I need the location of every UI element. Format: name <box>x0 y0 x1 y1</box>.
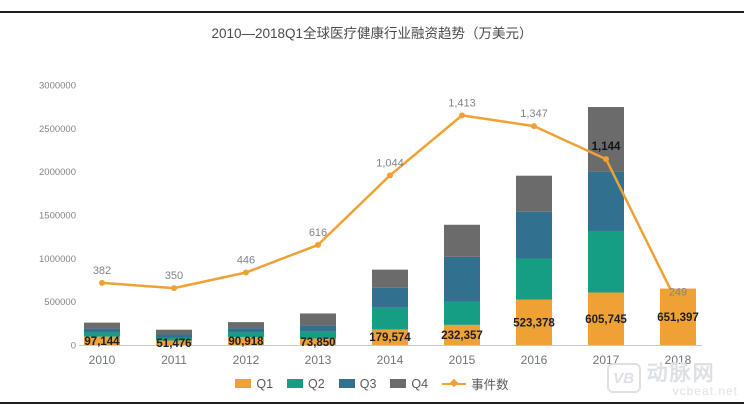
legend-item-events[interactable]: 事件数 <box>442 374 509 393</box>
legend-item-q4[interactable]: Q4 <box>390 377 428 391</box>
bar-segment-q3-2010 <box>84 328 120 333</box>
bar-segment-q1-2018 <box>660 288 696 345</box>
bar-segment-q2-2014 <box>372 307 408 330</box>
events-line-point <box>243 269 249 276</box>
bar-segment-q3-2015 <box>444 256 480 302</box>
events-line-label: 382 <box>93 265 111 277</box>
legend-item-q1[interactable]: Q1 <box>235 377 273 391</box>
y-axis-tick: 1500000 <box>39 211 76 222</box>
top-border-line <box>0 11 744 13</box>
bar-data-label: 651,397 <box>657 312 699 324</box>
legend-label-q3: Q3 <box>359 376 377 391</box>
q4-swatch-icon <box>390 379 407 388</box>
bar-segment-q1-2014 <box>372 329 408 345</box>
y-axis-tick: 0 <box>71 341 76 352</box>
bar-segment-q3-2014 <box>372 287 408 308</box>
x-axis-label: 2010 <box>89 353 116 367</box>
legend-item-q2[interactable]: Q2 <box>287 377 325 391</box>
y-axis-tick: 2000000 <box>39 167 76 178</box>
bar-data-label: 523,378 <box>513 317 555 329</box>
bar-segment-q4-2016 <box>516 175 552 212</box>
y-axis-tick: 500000 <box>44 297 76 308</box>
bar-segment-q3-2013 <box>300 325 336 332</box>
bar-segment-q3-2012 <box>228 328 264 333</box>
x-axis-label: 2013 <box>305 353 332 367</box>
bar-segment-q2-2017 <box>588 230 624 293</box>
x-axis-label: 2012 <box>233 353 260 367</box>
bar-segment-q4-2011 <box>156 329 192 335</box>
watermark-brand: 动脉网 <box>646 362 716 385</box>
bar-segment-q1-2012 <box>228 337 264 345</box>
bar-segment-q3-2017 <box>588 171 624 231</box>
bar-segment-q4-2013 <box>300 313 336 326</box>
events-line-label: 446 <box>237 255 255 267</box>
x-axis-label: 2014 <box>377 353 404 367</box>
events-line-point <box>459 112 465 119</box>
bar-data-label: 90,918 <box>228 336 264 348</box>
bar-segment-q1-2015 <box>444 324 480 345</box>
legend-label-q1: Q1 <box>256 376 274 391</box>
legend-label-q4: Q4 <box>411 376 429 391</box>
x-axis-label: 2015 <box>449 353 476 367</box>
watermark-logo: VB <box>606 363 641 393</box>
events-line-label: 616 <box>309 227 327 239</box>
bar-segment-q1-2013 <box>300 338 336 345</box>
events-line-label: 249 <box>669 287 687 299</box>
y-axis-tick: 2500000 <box>39 124 76 135</box>
x-axis-label: 2016 <box>521 353 548 367</box>
watermark: VB 动脉网 vcbeat.net <box>606 362 738 398</box>
legend-label-q2: Q2 <box>308 376 325 391</box>
events-line-point <box>387 172 393 179</box>
events-line-point <box>531 123 537 130</box>
bar-segment-q2-2013 <box>300 331 336 339</box>
bar-data-label: 51,476 <box>156 338 191 350</box>
bar-segment-q2-2015 <box>444 301 480 325</box>
bar-segment-q2-2012 <box>228 332 264 338</box>
chart-title: 2010—2018Q1全球医疗健康行业融资趋势（万美元） <box>211 26 533 41</box>
bar-segment-q1-2010 <box>84 336 120 345</box>
watermark-domain: vcbeat.net <box>672 384 738 398</box>
legend: Q1 Q2 Q3 Q4 事件数 <box>0 374 744 393</box>
bar-data-label: 605,745 <box>585 314 627 326</box>
bar-segment-q1-2017 <box>588 292 624 345</box>
x-axis-label: 2011 <box>161 353 187 367</box>
line-marker-icon <box>442 378 467 388</box>
bar-segment-q4-2010 <box>84 322 120 329</box>
bar-data-label: 97,144 <box>84 336 120 348</box>
events-line-point <box>675 301 681 308</box>
bar-segment-q4-2012 <box>228 322 264 329</box>
events-line-label: 350 <box>165 270 183 282</box>
bar-segment-q1-2011 <box>156 340 192 345</box>
events-line-label: 1,347 <box>520 108 548 120</box>
bar-segment-q1-2016 <box>516 299 552 345</box>
bar-data-label: 179,574 <box>369 332 411 344</box>
events-line-point <box>171 285 177 292</box>
bar-segment-q3-2016 <box>516 211 552 259</box>
bar-segment-q2-2016 <box>516 258 552 300</box>
events-line-point <box>99 279 105 286</box>
legend-item-q3[interactable]: Q3 <box>338 376 377 391</box>
bar-segment-q2-2011 <box>156 337 192 341</box>
legend-label-events: 事件数 <box>471 378 509 392</box>
events-line-label: 1,044 <box>376 157 404 169</box>
events-line-point <box>315 241 321 248</box>
bar-segment-q4-2015 <box>444 224 480 257</box>
q1-swatch-icon <box>235 379 252 388</box>
events-line-point <box>603 156 609 163</box>
bar-segment-q4-2014 <box>372 269 408 288</box>
x-axis-label: 2018 <box>665 353 692 367</box>
q3-swatch-icon <box>338 379 355 388</box>
events-line-label: 1,413 <box>448 97 476 109</box>
q2-swatch-icon <box>287 379 304 388</box>
bar-segment-q3-2011 <box>156 334 192 338</box>
y-axis-tick: 1000000 <box>39 254 76 265</box>
bar-segment-q2-2010 <box>84 332 120 337</box>
bar-data-label: 73,850 <box>300 337 335 349</box>
bottom-border-line <box>0 402 744 404</box>
y-axis-tick: 3000000 <box>39 81 76 92</box>
bar-data-label: 232,357 <box>441 330 483 342</box>
events-line-label: 1,144 <box>592 141 621 153</box>
